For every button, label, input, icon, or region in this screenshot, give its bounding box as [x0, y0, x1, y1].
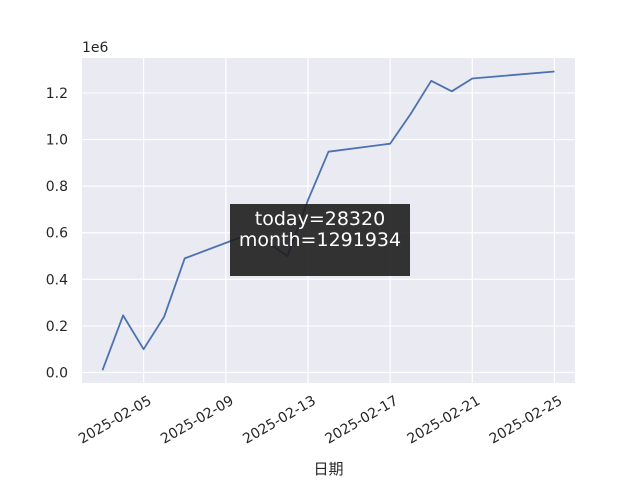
y-tick-label: 0.8 [46, 179, 68, 195]
x-tick-label: 2025-02-13 [240, 393, 318, 448]
x-tick-label: 2025-02-25 [487, 393, 565, 448]
tooltip-annotation: today=28320 month=1291934 [230, 204, 410, 276]
x-tick-label: 2025-02-21 [405, 393, 483, 448]
x-tick-label: 2025-02-09 [158, 393, 236, 448]
x-tick-label: 2025-02-05 [76, 393, 154, 448]
y-tick-label: 1.0 [46, 133, 68, 149]
x-axis-label: 日期 [313, 460, 343, 478]
y-tick-label: 0.2 [46, 319, 68, 335]
y-tick-label: 0.6 [46, 226, 68, 242]
y-axis: 0.0 0.2 0.4 0.6 0.8 1.0 1.2 [46, 86, 68, 382]
y-tick-label: 1.2 [46, 86, 68, 102]
tooltip-background [230, 204, 410, 276]
x-tick-label: 2025-02-17 [322, 393, 400, 448]
y-tick-label: 0.0 [46, 366, 68, 382]
tooltip-today-text: today=28320 [255, 208, 385, 230]
y-axis-offset-label: 1e6 [82, 40, 109, 56]
y-tick-label: 0.4 [46, 272, 68, 288]
tooltip-month-text: month=1291934 [239, 229, 401, 251]
x-axis: 2025-02-05 2025-02-09 2025-02-13 2025-02-17… [76, 393, 565, 448]
